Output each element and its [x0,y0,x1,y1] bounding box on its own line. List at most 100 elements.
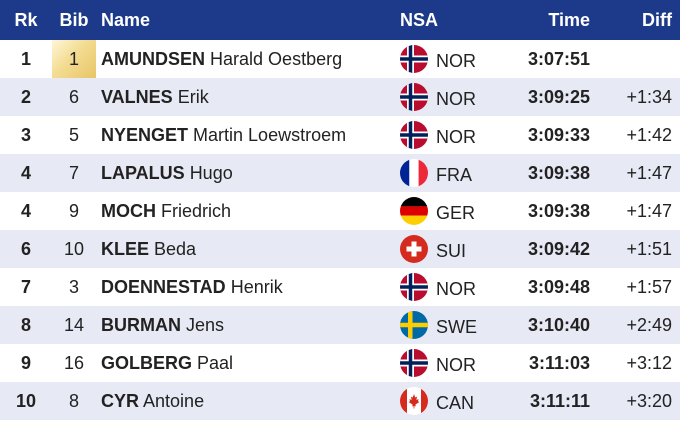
table-row[interactable]: 2 6 VALNES Erik NOR 3:09:25 +1:34 [0,78,680,116]
header-nsa[interactable]: NSA [400,10,439,30]
athlete-first-name: Jens [186,315,225,335]
bib-cell: 6 [68,87,79,107]
diff-cell: +1:47 [626,201,672,221]
athlete-first-name: Beda [154,239,197,259]
athlete-name[interactable]: NYENGET Martin Loewstroem [101,116,346,154]
bib-cell: 5 [68,125,79,145]
rank-cell: 4 [20,201,31,221]
nsa-cell: SWE [436,317,478,337]
nsa-cell: FRA [436,165,472,185]
rank-cell: 8 [20,315,31,335]
nsa-cell: NOR [436,127,476,147]
switzerland-flag-icon [400,235,428,263]
bib-cell: 16 [63,353,85,373]
time-cell: 3:09:48 [527,277,590,297]
sweden-flag-icon [400,311,428,339]
diff-cell: +1:34 [626,87,672,107]
diff-cell: +3:20 [626,391,672,411]
nsa-cell: NOR [436,51,476,71]
table-row[interactable]: 10 8 CYR Antoine CAN 3:11:11 +3:20 [0,382,680,420]
norway-flag-icon [400,349,428,377]
athlete-last-name: KLEE [101,239,150,259]
nsa-cell: GER [436,203,476,223]
table-header: Rk Bib Name NSA Time Diff [0,0,680,40]
rank-cell: 2 [20,87,31,107]
table-row[interactable]: 3 5 NYENGET Martin Loewstroem NOR 3:09:33 +1:… [0,116,680,154]
athlete-name[interactable]: BURMAN Jens [101,306,224,344]
norway-flag-icon [400,273,428,301]
header-time[interactable]: Time [548,10,590,30]
bib-cell: 8 [68,391,79,411]
athlete-last-name: CYR [101,391,140,411]
athlete-name[interactable]: VALNES Erik [101,78,209,116]
athlete-name[interactable]: GOLBERG Paal [101,344,233,382]
diff-cell: +1:42 [626,125,672,145]
time-cell: 3:09:33 [527,125,590,145]
rank-cell: 6 [20,239,31,259]
nsa-cell: SUI [436,241,467,261]
germany-flag-icon [400,197,428,225]
table-row[interactable]: 7 3 DOENNESTAD Henrik NOR 3:09:48 +1:57 [0,268,680,306]
diff-cell: +1:47 [626,163,672,183]
nsa-cell: NOR [436,89,476,109]
time-cell: 3:09:38 [527,201,590,221]
nsa-cell: NOR [436,355,476,375]
france-flag-icon [400,159,428,187]
athlete-first-name: Erik [177,87,209,107]
bib-cell: 14 [63,315,85,335]
rank-cell: 9 [20,353,31,373]
diff-cell: +1:51 [626,239,672,259]
table-row[interactable]: 9 16 GOLBERG Paal NOR 3:11:03 +3:12 [0,344,680,382]
header-rank[interactable]: Rk [14,10,38,30]
time-cell: 3:09:38 [527,163,590,183]
athlete-last-name: MOCH [101,201,156,221]
table-row[interactable]: 1 1 AMUNDSEN Harald Oestberg NOR 3:07:51 [0,40,680,78]
athlete-name[interactable]: DOENNESTAD Henrik [101,268,283,306]
rank-cell: 4 [20,163,31,183]
header-name[interactable]: Name [101,10,151,30]
table-row[interactable]: 4 9 MOCH Friedrich GER 3:09:38 +1:47 [0,192,680,230]
header-diff[interactable]: Diff [642,10,672,30]
time-cell: 3:11:11 [529,391,590,411]
athlete-first-name: Paal [197,353,234,373]
norway-flag-icon [400,45,428,73]
table-row[interactable]: 8 14 BURMAN Jens SWE 3:10:40 +2:49 [0,306,680,344]
bib-cell: 1 [52,40,96,78]
athlete-first-name: Martin Loewstroem [193,125,347,145]
athlete-name[interactable]: MOCH Friedrich [101,192,231,230]
bib-cell: 3 [68,277,79,297]
table-row[interactable]: 4 7 LAPALUS Hugo FRA 3:09:38 +1:47 [0,154,680,192]
time-cell: 3:11:03 [528,353,590,373]
diff-cell: +1:57 [626,277,672,297]
time-cell: 3:10:40 [527,315,590,335]
athlete-last-name: GOLBERG [101,353,193,373]
time-cell: 3:09:25 [527,87,590,107]
bib-cell: 10 [63,239,85,259]
athlete-name[interactable]: AMUNDSEN Harald Oestberg [101,40,342,78]
rank-cell: 7 [20,277,31,297]
table-row[interactable]: 6 10 KLEE Beda SUI 3:09:42 +1:51 [0,230,680,268]
diff-cell: +2:49 [626,315,672,335]
athlete-first-name: Harald Oestberg [210,49,343,69]
diff-cell: +3:12 [626,353,672,373]
norway-flag-icon [400,83,428,111]
nsa-cell: NOR [436,279,476,299]
athlete-name[interactable]: LAPALUS Hugo [101,154,233,192]
rank-cell: 3 [20,125,31,145]
time-cell: 3:07:51 [527,49,590,69]
time-cell: 3:09:42 [527,239,590,259]
athlete-name[interactable]: KLEE Beda [101,230,196,268]
athlete-name[interactable]: CYR Antoine [101,382,204,420]
norway-flag-icon [400,121,428,149]
canada-flag-icon [400,387,428,415]
athlete-first-name: Henrik [230,277,283,297]
nsa-cell: CAN [436,393,475,413]
athlete-first-name: Antoine [143,391,205,411]
athlete-last-name: NYENGET [101,125,189,145]
athlete-first-name: Friedrich [161,201,232,221]
athlete-last-name: BURMAN [101,315,181,335]
rank-cell: 1 [20,49,31,69]
header-bib[interactable]: Bib [59,10,89,30]
bib-cell: 7 [68,163,79,183]
